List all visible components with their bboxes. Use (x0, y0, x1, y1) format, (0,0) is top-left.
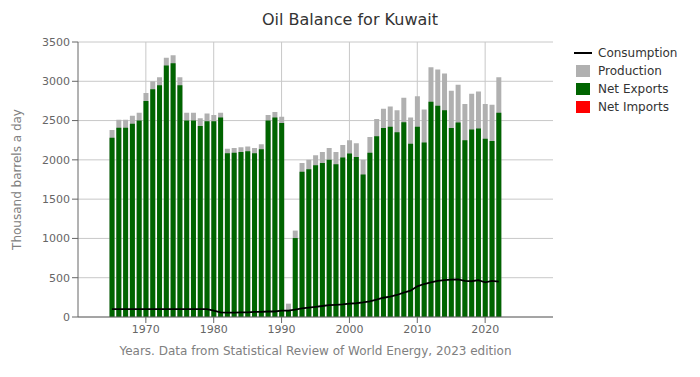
svg-text:1500: 1500 (42, 193, 70, 206)
svg-text:Years. Data from Statistical R: Years. Data from Statistical Review of W… (118, 344, 511, 358)
svg-text:0: 0 (63, 311, 70, 324)
svg-text:Thousand barrels a day: Thousand barrels a day (10, 109, 24, 251)
html-text:Production: Production (598, 64, 662, 78)
html-text:Oil Balance for Kuwait: Oil Balance for Kuwait (262, 10, 438, 29)
html-text:Net Exports: Net Exports (598, 82, 669, 96)
svg-text:3000: 3000 (42, 75, 70, 88)
svg-text:2000: 2000 (335, 323, 363, 336)
svg-text:1970: 1970 (132, 323, 160, 336)
svg-text:1000: 1000 (42, 232, 70, 245)
svg-text:1990: 1990 (268, 323, 296, 336)
svg-text:2020: 2020 (471, 323, 499, 336)
html-text:Consumption: Consumption (598, 46, 678, 60)
svg-text:2000: 2000 (42, 154, 70, 167)
html-text:Net Imports: Net Imports (598, 100, 669, 114)
svg-text:3500: 3500 (42, 36, 70, 49)
svg-text:1980: 1980 (200, 323, 228, 336)
svg-text:500: 500 (49, 272, 70, 285)
svg-text:2010: 2010 (403, 323, 431, 336)
svg-text:2500: 2500 (42, 114, 70, 127)
